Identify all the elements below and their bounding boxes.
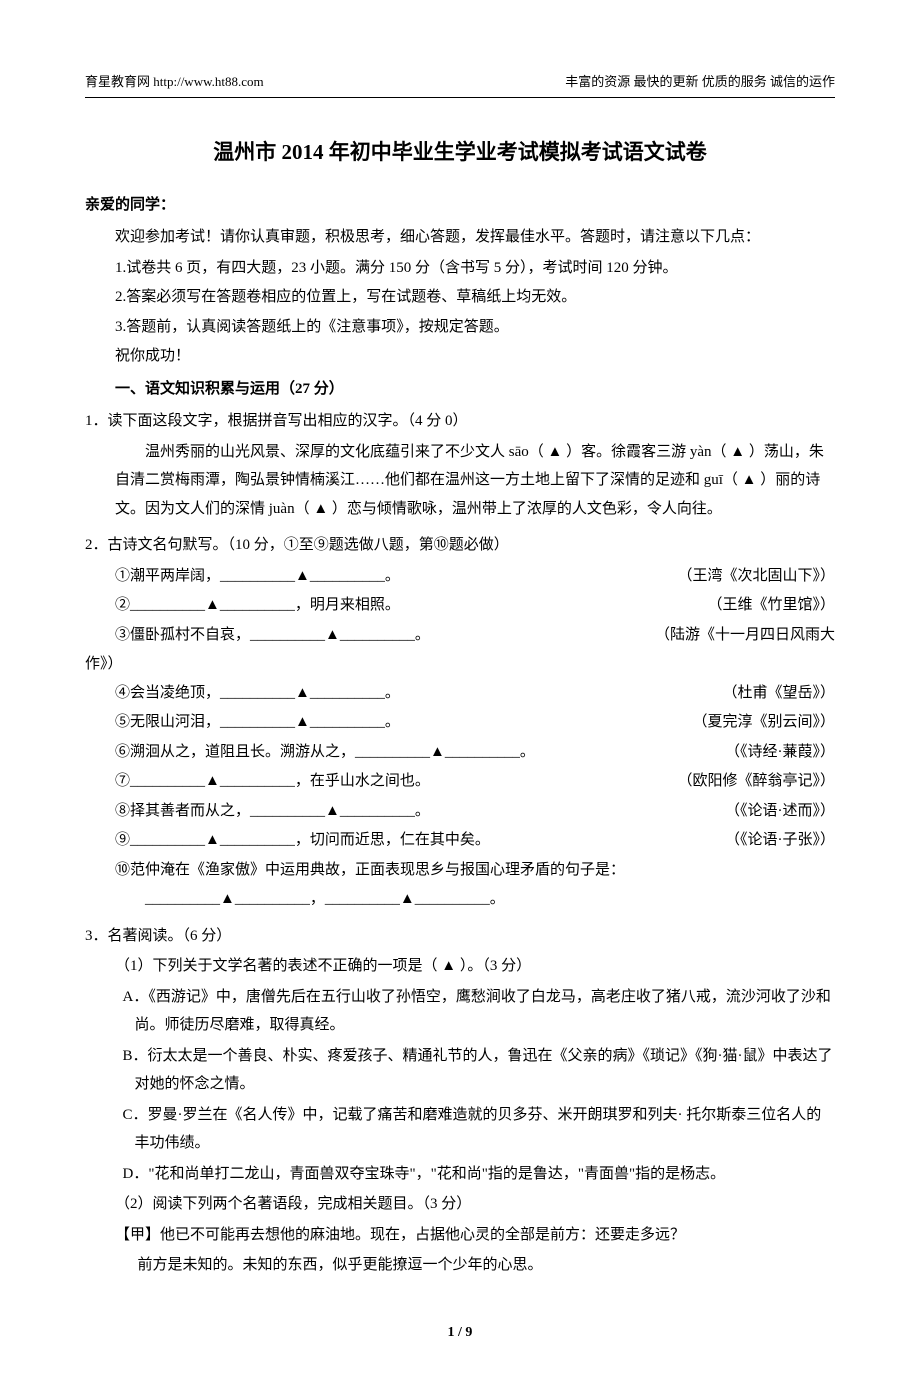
poem-right: （王湾《次北固山下》） xyxy=(647,562,835,591)
jia-block: 【甲】他已不可能再去想他的麻油地。现在，占据他心灵的全部是前方：还要走多远？ xyxy=(115,1221,835,1250)
jia-label: 【甲】 xyxy=(115,1227,160,1243)
note-1: 1.试卷共 6 页，有四大题，23 小题。满分 150 分（含书写 5 分），考… xyxy=(85,254,835,283)
poem-left: ④会当凌绝顶，__________▲__________。 xyxy=(115,679,692,708)
header-left: 育星教育网 http://www.ht88.com xyxy=(85,70,264,95)
poem-row-6: ⑥溯洄从之，道阻且长。溯游从之，__________▲__________。 （… xyxy=(115,738,835,767)
poem-row-7: ⑦__________▲__________，在乎山水之间也。 （欧阳修《醉翁亭… xyxy=(115,767,835,796)
q1-stem: 1．读下面这段文字，根据拼音写出相应的汉字。（4 分 0） xyxy=(85,407,835,436)
q2-stem: 2．古诗文名句默写。（10 分，①至⑨题选做八题，第⑩题必做） xyxy=(85,531,835,560)
wish: 祝你成功！ xyxy=(85,342,835,371)
poem-left: ⑩范仲淹在《渔家傲》中运用典故，正面表现思乡与报国心理矛盾的句子是： xyxy=(115,856,835,885)
q3-p1: （1）下列关于文学名著的表述不正确的一项是（ ▲ ）。（3 分） xyxy=(115,952,835,981)
poem-right: （《诗经·蒹葭》） xyxy=(695,738,835,767)
option-b: B．衍太太是一个善良、朴实、疼爱孩子、精通礼节的人，鲁迅在《父亲的病》《琐记》《… xyxy=(123,1042,836,1099)
option-c: C．罗曼·罗兰在《名人传》中，记载了痛苦和磨难造就的贝多芬、米开朗琪罗和列夫· … xyxy=(123,1101,836,1158)
poem-right: （欧阳修《醉翁亭记》） xyxy=(647,767,835,796)
poem-left: ⑥溯洄从之，道阻且长。溯游从之，__________▲__________。 xyxy=(115,738,695,767)
page-title: 温州市 2014 年初中毕业生学业考试模拟考试语文试卷 xyxy=(85,133,835,173)
page-number: 1 / 9 xyxy=(85,1320,835,1347)
poem-right: （杜甫《望岳》） xyxy=(692,679,835,708)
q3-p2: （2）阅读下列两个名著语段，完成相关题目。（3 分） xyxy=(115,1190,835,1219)
poem-right: （《论语·述而》） xyxy=(695,797,835,826)
section-1-heading: 一、语文知识积累与运用（27 分） xyxy=(85,375,835,404)
option-d: D．"花和尚单打二龙山，青面兽双夺宝珠寺"，"花和尚"指的是鲁达，"青面兽"指的… xyxy=(123,1160,836,1189)
poem-left: ①潮平两岸阔，__________▲__________。 xyxy=(115,562,647,591)
poem-row-1: ①潮平两岸阔，__________▲__________。 （王湾《次北固山下》… xyxy=(115,562,835,591)
poem-left: ⑧择其善者而从之，__________▲__________。 xyxy=(115,797,695,826)
option-a: A．《西游记》中，唐僧先后在五行山收了孙悟空，鹰愁涧收了白龙马，高老庄收了猪八戒… xyxy=(123,983,836,1040)
poem-row-8: ⑧择其善者而从之，__________▲__________。 （《论语·述而》… xyxy=(115,797,835,826)
poem-row-4: ④会当凌绝顶，__________▲__________。 （杜甫《望岳》） xyxy=(115,679,835,708)
poem-left: ③僵卧孤村不自哀，__________▲__________。 xyxy=(115,621,625,650)
poem-row-9: ⑨__________▲__________，切问而近思，仁在其中矣。 （《论语… xyxy=(115,826,835,855)
jia-line-2: 前方是未知的。未知的东西，似乎更能撩逗一个少年的心思。 xyxy=(138,1251,836,1280)
note-3: 3.答题前，认真阅读答题纸上的《注意事项》，按规定答题。 xyxy=(85,313,835,342)
header-right: 丰富的资源 最快的更新 优质的服务 诚信的运作 xyxy=(565,70,835,95)
poem-left: ⑨__________▲__________，切问而近思，仁在其中矣。 xyxy=(115,826,695,855)
jia-line-1: 他已不可能再去想他的麻油地。现在，占据他心灵的全部是前方：还要走多远？ xyxy=(160,1227,685,1243)
poem-wrap-line: 作》） xyxy=(85,650,835,679)
q1-paragraph: 温州秀丽的山光风景、深厚的文化底蕴引来了不少文人 sāo（ ▲ ）客。徐霞客三游… xyxy=(115,438,835,524)
note-2: 2.答案必须写在答题卷相应的位置上，写在试题卷、草稿纸上均无效。 xyxy=(85,283,835,312)
poem-row-2: ②__________▲__________，明月来相照。 （王维《竹里馆》） xyxy=(115,591,835,620)
q3-stem: 3．名著阅读。（6 分） xyxy=(85,922,835,951)
poem-row-10b: __________▲__________，__________▲_______… xyxy=(145,885,835,914)
poem-right: （《论语·子张》） xyxy=(695,826,835,855)
poem-right: （夏完淳《别云间》） xyxy=(662,708,835,737)
poem-row-5: ⑤无限山河泪，__________▲__________。 （夏完淳《别云间》） xyxy=(115,708,835,737)
poem-row-3: ③僵卧孤村不自哀，__________▲__________。 （陆游《十一月四… xyxy=(115,621,835,650)
greeting: 亲爱的同学： xyxy=(85,191,835,220)
poem-left: ⑦__________▲__________，在乎山水之间也。 xyxy=(115,767,647,796)
poem-row-10a: ⑩范仲淹在《渔家傲》中运用典故，正面表现思乡与报国心理矛盾的句子是： xyxy=(115,856,835,885)
poem-right: （陆游《十一月四日风雨大 xyxy=(625,621,835,650)
intro-paragraph: 欢迎参加考试！请你认真审题，积极思考，细心答题，发挥最佳水平。答题时，请注意以下… xyxy=(85,223,835,252)
poem-left: ②__________▲__________，明月来相照。 xyxy=(115,591,677,620)
poem-left: ⑤无限山河泪，__________▲__________。 xyxy=(115,708,662,737)
poem-right: （王维《竹里馆》） xyxy=(677,591,835,620)
